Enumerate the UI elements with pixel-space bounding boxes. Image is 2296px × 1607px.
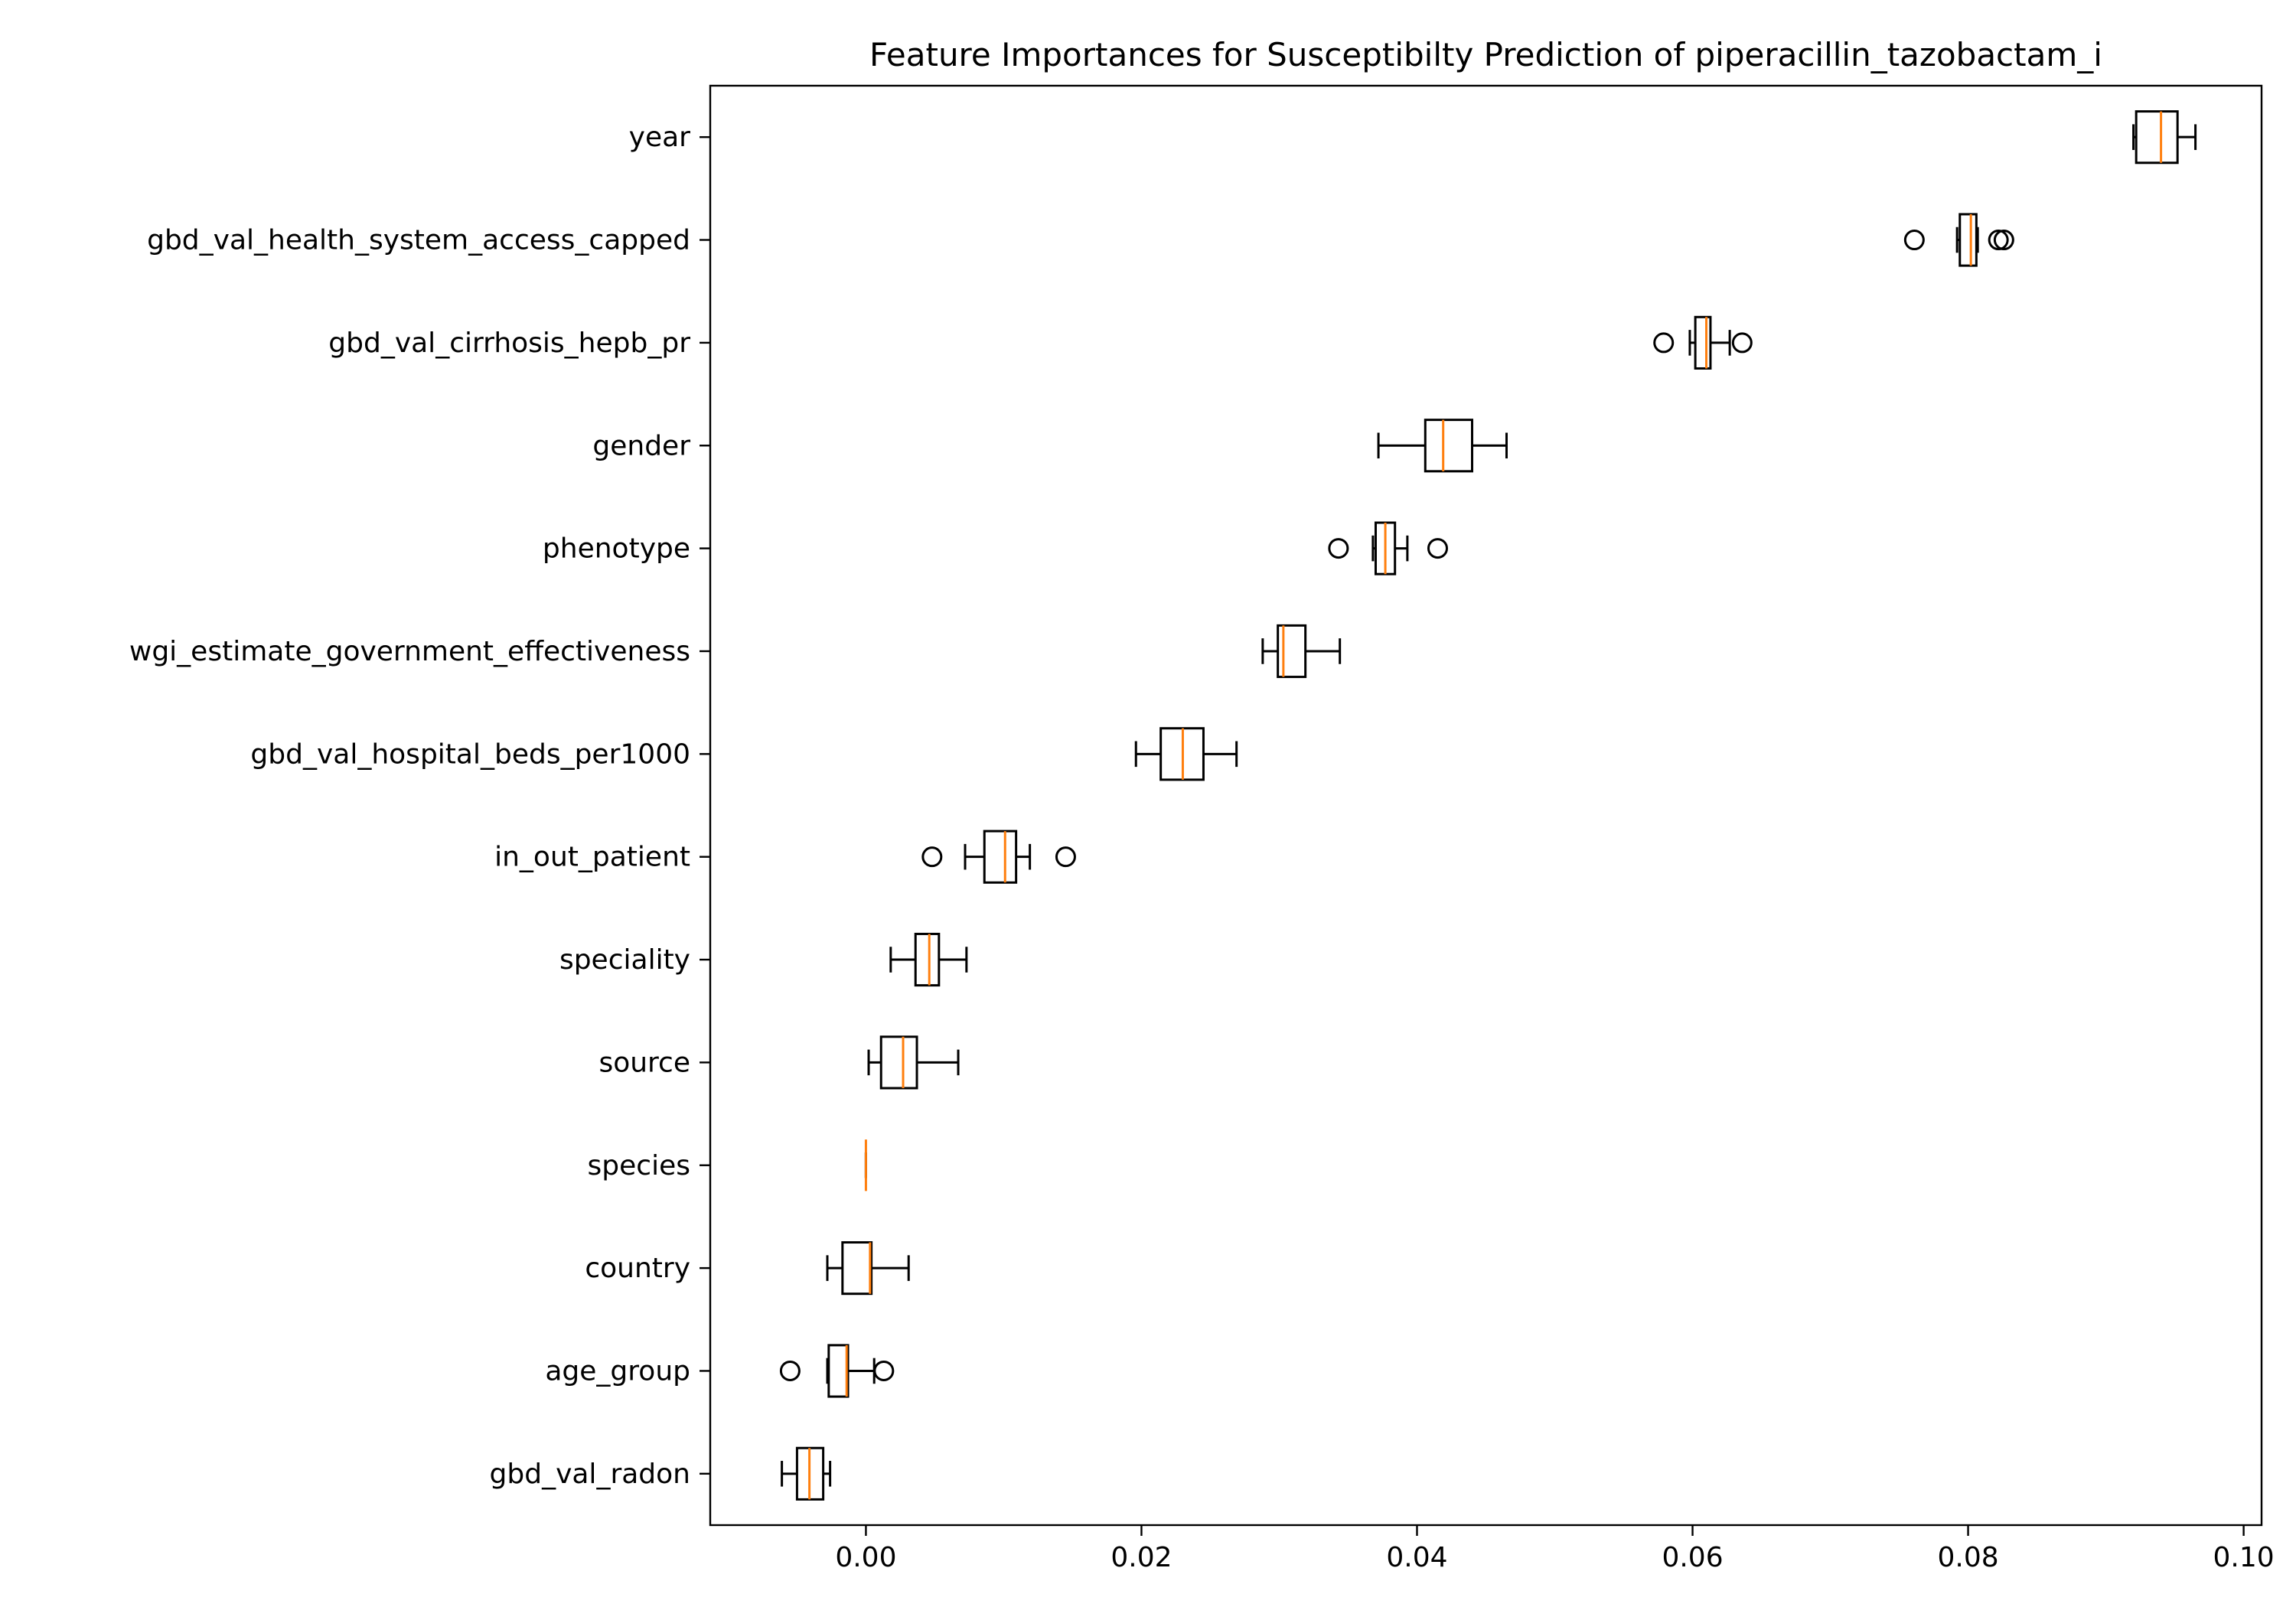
iqr-box bbox=[841, 1241, 873, 1296]
x-tick-label: 0.04 bbox=[1386, 1542, 1447, 1573]
chart-title: Feature Importances for Susceptibilty Pr… bbox=[869, 36, 2102, 73]
plot-marks bbox=[779, 110, 2197, 1501]
box-group-source bbox=[867, 1035, 960, 1090]
iqr-box bbox=[983, 830, 1018, 884]
iqr-box bbox=[879, 1035, 918, 1090]
plot-frame bbox=[709, 84, 2263, 1527]
y-tick-label: gender bbox=[592, 430, 690, 461]
outlier-point bbox=[1988, 230, 2009, 251]
box-group-age-group bbox=[779, 1344, 895, 1398]
x-tick-label: 0.06 bbox=[1662, 1542, 1723, 1573]
box-group-wgi-estimate-government-effectiveness bbox=[1261, 624, 1342, 679]
iqr-box bbox=[2135, 110, 2179, 165]
y-tick-label: gbd_val_cirrhosis_hepb_pr bbox=[328, 328, 690, 359]
box-group-gbd-val-hospital-beds-per1000 bbox=[1134, 727, 1238, 781]
outlier-point bbox=[1653, 332, 1675, 354]
x-tick-label: 0.08 bbox=[1937, 1542, 1998, 1573]
outlier-point bbox=[1903, 230, 1925, 251]
y-tick-label: wgi_estimate_government_effectiveness bbox=[129, 636, 690, 667]
box-group-in-out-patient bbox=[921, 830, 1076, 884]
box-group-gbd-val-radon bbox=[781, 1446, 832, 1501]
iqr-box bbox=[914, 932, 941, 987]
y-tick-label: in_out_patient bbox=[494, 842, 690, 873]
axes: 0.00 0.02 0.04 0.06 0.08 0.10 year gbd_val_heal… bbox=[129, 122, 2275, 1573]
iqr-box bbox=[827, 1344, 850, 1398]
outlier-point bbox=[1055, 846, 1076, 868]
outlier-point bbox=[873, 1360, 895, 1381]
outlier-point bbox=[1427, 538, 1448, 559]
box-group-gbd-val-cirrhosis-hepb-pr bbox=[1653, 315, 1753, 370]
iqr-box bbox=[1958, 213, 1978, 267]
x-tick-label: 0.02 bbox=[1110, 1542, 1172, 1573]
x-tick-label: 0.00 bbox=[835, 1542, 896, 1573]
box-group-phenotype bbox=[1328, 521, 1448, 575]
y-tick-label: speciality bbox=[559, 944, 690, 976]
y-tick-label: phenotype bbox=[543, 533, 690, 565]
iqr-box bbox=[1277, 624, 1307, 679]
iqr-box bbox=[1694, 315, 1712, 370]
box-group-speciality bbox=[889, 932, 968, 987]
y-tick-label: gbd_val_radon bbox=[490, 1459, 690, 1490]
box-group-gbd-val-health-system-access-capped bbox=[1903, 213, 2014, 267]
box-group-year bbox=[2132, 110, 2197, 165]
y-tick-label: gbd_val_hospital_beds_per1000 bbox=[250, 738, 690, 770]
outlier-point bbox=[1328, 538, 1349, 559]
x-tick-label: 0.10 bbox=[2213, 1542, 2275, 1573]
y-tick-label: country bbox=[585, 1253, 690, 1284]
outlier-point bbox=[1993, 230, 2014, 251]
y-tick-label: gbd_val_health_system_access_capped bbox=[147, 225, 690, 256]
outlier-point bbox=[1731, 332, 1753, 354]
y-tick-label: species bbox=[588, 1150, 690, 1182]
box-group-gender bbox=[1377, 419, 1508, 473]
outlier-point bbox=[921, 846, 943, 868]
outlier-point bbox=[779, 1360, 801, 1381]
y-tick-label: source bbox=[598, 1047, 690, 1078]
y-tick-label: age_group bbox=[545, 1355, 690, 1387]
y-tick-label: year bbox=[629, 122, 691, 153]
box-group-country bbox=[826, 1241, 910, 1296]
iqr-box bbox=[1424, 419, 1473, 473]
